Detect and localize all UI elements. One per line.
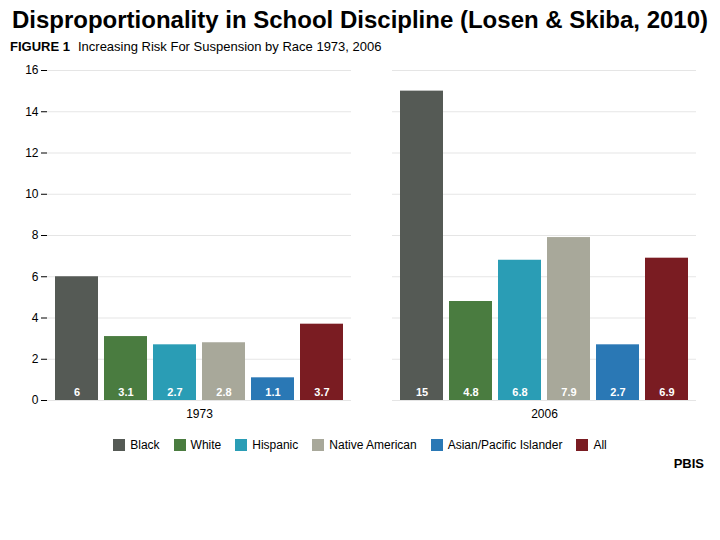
svg-text:7.9: 7.9: [561, 386, 576, 398]
svg-text:0: 0: [32, 393, 39, 407]
svg-text:8: 8: [32, 228, 39, 242]
svg-text:14: 14: [25, 104, 39, 118]
html-text:FIGURE 1: FIGURE 1: [10, 38, 70, 54]
svg-text:2.7: 2.7: [610, 386, 625, 398]
svg-text:10: 10: [25, 187, 39, 201]
html-text:All: All: [593, 437, 607, 452]
svg-text:2006: 2006: [531, 407, 558, 421]
svg-text:3.1: 3.1: [118, 386, 133, 398]
html-text:Asian/Pacific Islander: Asian/Pacific Islander: [447, 437, 563, 452]
svg-text:2.7: 2.7: [167, 386, 182, 398]
html-text:PBIS: PBIS: [673, 455, 704, 471]
svg-text:3.7: 3.7: [314, 386, 329, 398]
svg-text:1973: 1973: [186, 407, 213, 421]
svg-text:12: 12: [25, 146, 39, 160]
html-text:Increasing Risk For Suspension: Increasing Risk For Suspension by Race 1…: [78, 38, 382, 54]
html-text:Native American: Native American: [329, 437, 417, 452]
html-text:Disproportionality in School D: Disproportionality in School Discipline …: [11, 6, 709, 33]
svg-text:6: 6: [74, 386, 80, 398]
svg-text:2.8: 2.8: [216, 386, 231, 398]
html-text:White: White: [190, 437, 222, 452]
svg-text:4.8: 4.8: [463, 386, 478, 398]
svg-text:1.1: 1.1: [265, 386, 280, 398]
svg-text:6: 6: [32, 269, 39, 283]
svg-text:2: 2: [32, 352, 39, 366]
html-text:Black: Black: [130, 437, 160, 452]
html-text:Hispanic: Hispanic: [252, 437, 299, 452]
svg-text:6.8: 6.8: [512, 386, 527, 398]
svg-text:16: 16: [25, 63, 39, 77]
svg-text:15: 15: [416, 386, 428, 398]
svg-text:4: 4: [32, 311, 39, 325]
svg-text:6.9: 6.9: [659, 386, 674, 398]
